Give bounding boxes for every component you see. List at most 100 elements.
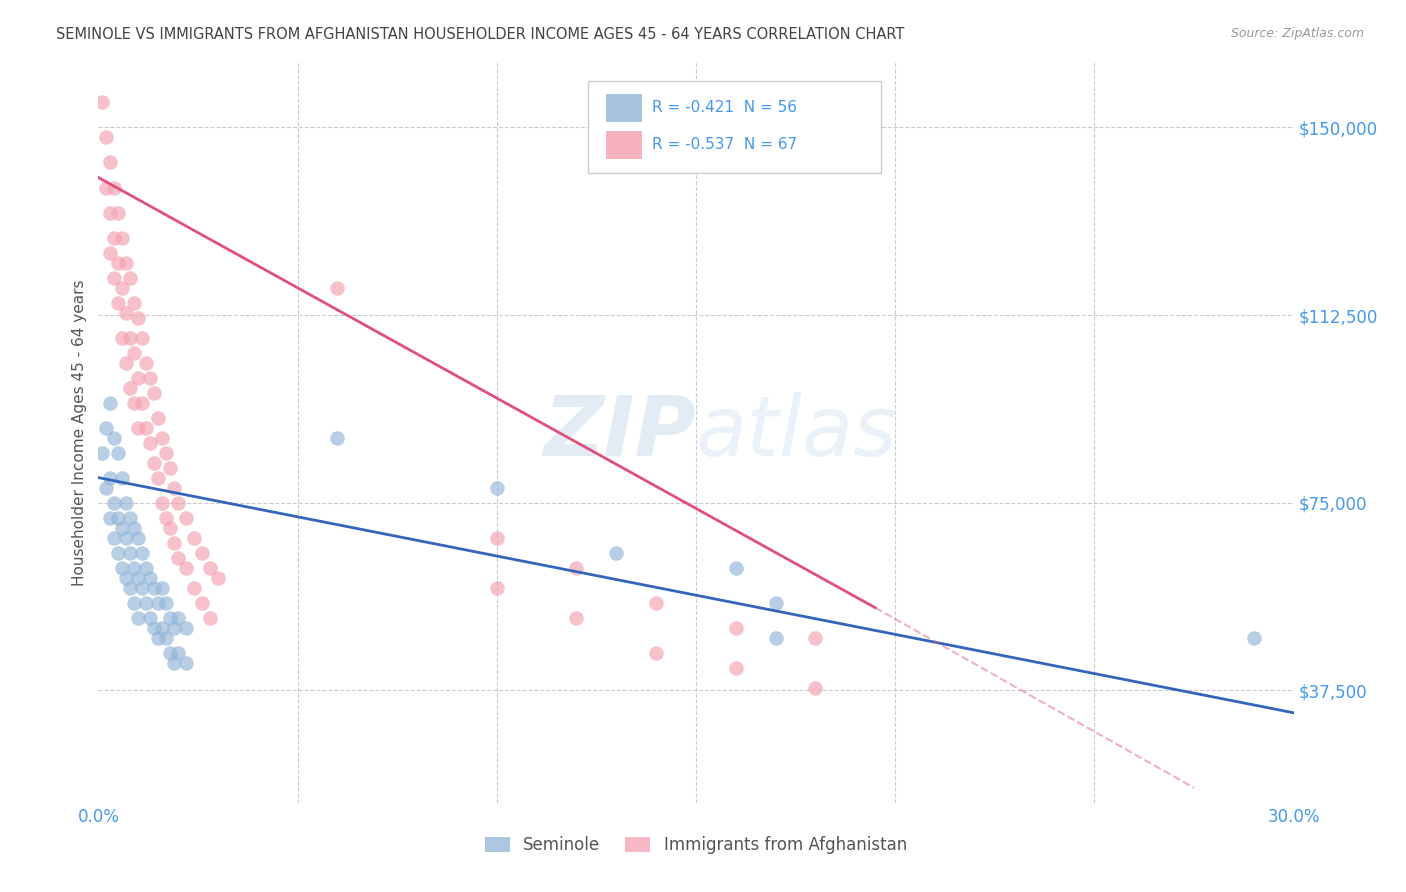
- Point: [139, 370, 162, 384]
- Point: [98, 470, 122, 484]
- Point: [111, 470, 134, 484]
- Point: [163, 481, 186, 495]
- Point: [120, 381, 142, 395]
- Point: [1243, 631, 1265, 645]
- Point: [111, 230, 134, 244]
- FancyBboxPatch shape: [606, 130, 643, 159]
- Point: [150, 621, 173, 635]
- Point: [103, 431, 125, 445]
- Point: [565, 611, 588, 625]
- Point: [143, 581, 166, 595]
- Point: [98, 395, 122, 409]
- Point: [135, 596, 157, 610]
- Point: [645, 646, 668, 660]
- Point: [183, 581, 205, 595]
- Point: [207, 571, 229, 585]
- Point: [174, 656, 197, 670]
- Point: [148, 631, 170, 645]
- Point: [155, 510, 177, 524]
- Point: [191, 596, 214, 610]
- Point: [724, 661, 747, 675]
- Point: [139, 571, 162, 585]
- Point: [107, 445, 129, 459]
- Point: [485, 581, 508, 595]
- Point: [804, 681, 827, 695]
- Point: [98, 155, 122, 169]
- Point: [103, 531, 125, 545]
- Point: [183, 531, 205, 545]
- Point: [131, 581, 153, 595]
- Point: [127, 571, 149, 585]
- Point: [120, 270, 142, 285]
- Point: [96, 180, 118, 194]
- Point: [150, 581, 173, 595]
- Point: [163, 621, 186, 635]
- Point: [155, 631, 177, 645]
- Point: [124, 395, 146, 409]
- Point: [127, 611, 149, 625]
- Point: [124, 596, 146, 610]
- Point: [103, 270, 125, 285]
- Point: [131, 330, 153, 344]
- Point: [148, 410, 170, 425]
- Point: [198, 611, 221, 625]
- Point: [765, 631, 787, 645]
- Point: [765, 596, 787, 610]
- Point: [191, 546, 214, 560]
- Point: [96, 481, 118, 495]
- Point: [804, 631, 827, 645]
- Point: [124, 295, 146, 310]
- Point: [96, 420, 118, 434]
- Point: [107, 546, 129, 560]
- Point: [605, 546, 627, 560]
- Point: [159, 460, 181, 475]
- Point: [111, 521, 134, 535]
- Point: [326, 280, 349, 294]
- Point: [148, 596, 170, 610]
- Point: [115, 496, 138, 510]
- Point: [174, 621, 197, 635]
- FancyBboxPatch shape: [589, 81, 882, 173]
- Point: [115, 531, 138, 545]
- Point: [155, 445, 177, 459]
- Point: [485, 481, 508, 495]
- Point: [124, 345, 146, 359]
- Point: [645, 596, 668, 610]
- Point: [143, 456, 166, 470]
- Point: [143, 621, 166, 635]
- Point: [103, 230, 125, 244]
- Point: [198, 560, 221, 574]
- Point: [111, 330, 134, 344]
- Point: [120, 581, 142, 595]
- Text: ZIP: ZIP: [543, 392, 696, 473]
- Point: [724, 560, 747, 574]
- Point: [167, 646, 190, 660]
- Point: [120, 330, 142, 344]
- Point: [159, 646, 181, 660]
- Text: R = -0.537  N = 67: R = -0.537 N = 67: [652, 137, 797, 153]
- Point: [127, 370, 149, 384]
- Point: [131, 546, 153, 560]
- Point: [91, 445, 114, 459]
- Point: [135, 560, 157, 574]
- Text: Source: ZipAtlas.com: Source: ZipAtlas.com: [1230, 27, 1364, 40]
- Text: SEMINOLE VS IMMIGRANTS FROM AFGHANISTAN HOUSEHOLDER INCOME AGES 45 - 64 YEARS CO: SEMINOLE VS IMMIGRANTS FROM AFGHANISTAN …: [56, 27, 904, 42]
- Point: [159, 611, 181, 625]
- Point: [120, 546, 142, 560]
- Point: [98, 510, 122, 524]
- Point: [724, 621, 747, 635]
- Point: [107, 510, 129, 524]
- Point: [155, 596, 177, 610]
- Point: [150, 496, 173, 510]
- Point: [127, 420, 149, 434]
- Point: [565, 560, 588, 574]
- Point: [115, 571, 138, 585]
- Point: [135, 420, 157, 434]
- Point: [124, 560, 146, 574]
- Point: [326, 431, 349, 445]
- Point: [98, 245, 122, 260]
- Point: [167, 550, 190, 565]
- Point: [107, 295, 129, 310]
- Point: [111, 560, 134, 574]
- Text: R = -0.421  N = 56: R = -0.421 N = 56: [652, 100, 797, 115]
